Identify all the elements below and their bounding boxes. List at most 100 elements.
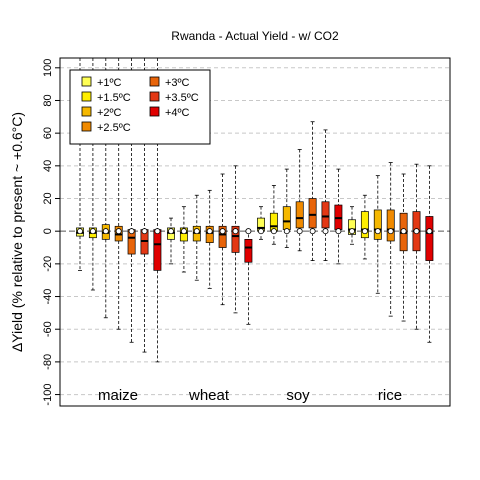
legend-swatch [81,91,92,102]
baseline-point [193,228,200,235]
y-tick-label: 0 [42,228,54,234]
y-tick-label: -40 [42,289,54,305]
baseline-point [102,228,109,235]
box-body [205,225,214,243]
box-soy-1 [269,185,278,245]
box-wheat-5 [231,165,240,314]
y-tick-label: -60 [42,321,54,337]
box-wheat-0 [167,217,175,265]
crop-labels: maize wheat soy rice [98,387,402,404]
box-rice-5 [412,163,421,330]
box-soy-5 [321,129,330,261]
box-soy-3 [295,149,304,252]
plot-frame [59,57,451,407]
baseline-point [206,228,213,235]
legend-label: +3ºC [165,77,190,89]
baseline-point [270,228,277,235]
legend-swatch [149,91,160,102]
baseline-point [426,228,433,235]
box-body [348,219,356,235]
baseline-point [413,228,420,235]
box-body [282,206,291,230]
box-body [386,209,395,242]
box-body [308,198,317,229]
box-body [373,209,382,240]
y-tick-label: -20 [42,256,54,272]
baseline-point [257,228,264,235]
crop-label-wheat: wheat [188,387,230,404]
legend-label: +4ºC [165,107,190,119]
legend-box [69,69,211,145]
y-axis-label: ΔYield (% relative to present ~ +0.6°C) [9,112,25,352]
baseline-point [322,228,329,235]
baseline-point [154,228,161,235]
box-maize-1 [88,58,97,291]
box-maize-3 [114,58,123,330]
legend: +1ºC +1.5ºC +2ºC +2.5ºC +3ºC +3.5ºC +4ºC [69,69,211,145]
baseline-point [361,228,368,235]
baseline-point [77,228,84,235]
legend-swatch [81,76,92,87]
y-tick-label: 20 [42,192,54,204]
legend-swatch [149,106,160,117]
legend-label: +2ºC [97,107,122,119]
legend-swatch [81,106,92,117]
box-body [295,201,304,229]
box-maize-0 [76,58,84,271]
baseline-point [245,228,252,235]
legend-label: +1.5ºC [97,92,131,104]
box-body [231,225,240,253]
legend-label: +2.5ºC [97,122,131,134]
y-tick-label: 40 [42,160,54,172]
baseline-point [89,228,96,235]
y-tick-label: 100 [42,59,54,77]
legend-label: +3.5ºC [165,92,199,104]
baseline-point [309,228,316,235]
baseline-point [335,228,342,235]
y-tick-label: 80 [42,94,54,106]
baseline-point [115,228,122,235]
box-soy-4 [308,121,317,261]
legend-swatch [81,121,92,132]
legend-label: +1ºC [97,77,122,89]
box-rice-6 [425,165,434,343]
box-rice-4 [399,173,408,322]
box-wheat-1 [179,206,188,273]
baseline-point [387,228,394,235]
baseline-point [374,228,381,235]
crop-label-maize: maize [98,387,138,404]
baseline-point [400,228,407,235]
baseline-point [296,228,303,235]
box-body [321,201,330,229]
box-rice-2 [373,175,382,294]
baseline-point [283,228,290,235]
crop-label-rice: rice [378,387,402,404]
box-body [179,227,188,242]
baseline-point [348,228,355,235]
baseline-point [128,228,135,235]
baseline-point [167,228,174,235]
box-rice-1 [360,194,369,260]
y-axis: -100 -80 -60 -40 -20 0 20 40 60 80 100 [42,59,60,406]
box-soy-0 [257,206,265,240]
box-wheat-3 [205,189,214,289]
box-wheat-6 [244,228,253,325]
box-body [244,239,253,263]
baseline-point [219,228,226,235]
box-rice-0 [348,206,356,245]
box-wheat-4 [218,173,227,306]
box-body [360,211,369,239]
y-tick-label: 60 [42,127,54,139]
crop-label-soy: soy [286,387,310,404]
baseline-point [180,228,187,235]
box-soy-2 [282,168,291,248]
box-body [218,225,227,248]
box-wheat-2 [192,194,201,281]
legend-swatch [149,76,160,87]
box-body [153,229,162,271]
baseline-point [141,228,148,235]
box-soy-6 [334,168,343,265]
y-tick-label: -100 [42,384,54,406]
y-tick-label: -80 [42,354,54,370]
